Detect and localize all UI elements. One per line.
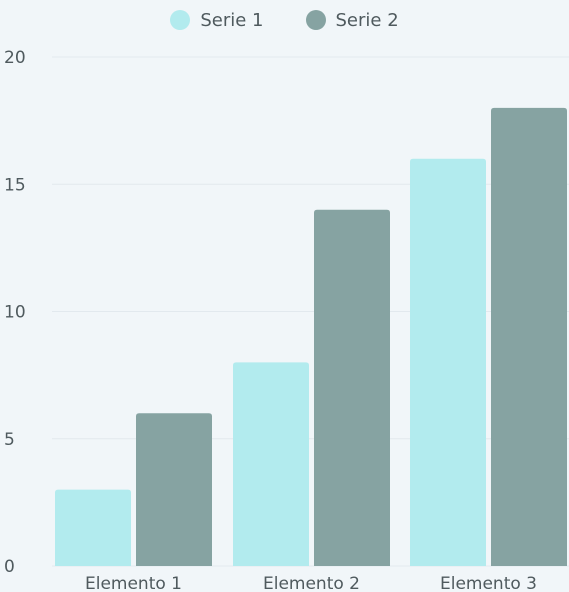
legend: Serie 1 Serie 2 (0, 6, 569, 34)
y-tick-label-15: 15 (4, 175, 26, 195)
y-tick-label-20: 20 (4, 48, 26, 68)
legend-swatch-series-2 (305, 10, 326, 30)
bar-2-3[interactable] (491, 107, 567, 567)
y-tick-label-10: 10 (4, 303, 26, 323)
bar-1-1[interactable] (55, 489, 131, 566)
x-tick-label-3: Elemento 3 (440, 574, 537, 592)
legend-label-series-1: Serie 1 (200, 9, 264, 31)
legend-label-series-2: Serie 2 (335, 9, 399, 31)
x-tick-label-2: Elemento 2 (263, 574, 360, 592)
bar-1-3[interactable] (410, 158, 486, 567)
legend-item-series-1[interactable]: Serie 1 (170, 9, 264, 31)
bar-2-2[interactable] (314, 209, 390, 566)
legend-swatch-series-1 (170, 10, 191, 30)
bar-2-1[interactable] (136, 413, 212, 566)
bar-1-2[interactable] (233, 362, 309, 566)
y-tick-label-5: 5 (4, 430, 15, 450)
x-tick-label-1: Elemento 1 (85, 574, 182, 592)
legend-item-series-2[interactable]: Serie 2 (305, 9, 399, 31)
y-tick-label-0: 0 (4, 557, 15, 577)
